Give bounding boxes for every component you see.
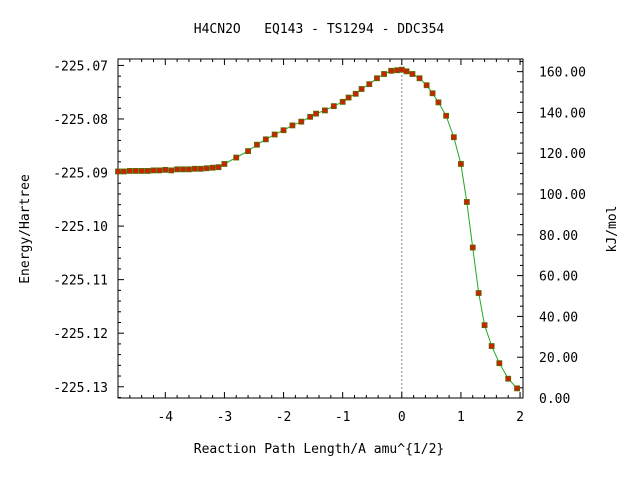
data-point bbox=[289, 122, 296, 129]
y2-axis-label: kJ/mol bbox=[605, 206, 620, 253]
data-point bbox=[463, 199, 470, 205]
y-axis-label: Energy/Hartree bbox=[18, 174, 33, 284]
x-tick-label: -1 bbox=[335, 410, 351, 425]
data-point bbox=[481, 322, 488, 329]
data-point bbox=[423, 82, 430, 89]
y2-tick-label: 60.00 bbox=[539, 270, 578, 285]
data-point bbox=[409, 71, 416, 77]
chart-title: H4CN2O EQ143 - TS1294 - DDC354 bbox=[194, 22, 445, 37]
data-point bbox=[254, 141, 260, 148]
data-point bbox=[144, 168, 151, 174]
data-point bbox=[514, 385, 520, 392]
data-point bbox=[203, 165, 210, 172]
x-tick-label: 0 bbox=[398, 410, 406, 425]
data-point bbox=[307, 113, 314, 120]
data-point bbox=[469, 244, 476, 251]
data-point bbox=[443, 112, 450, 119]
data-point bbox=[215, 164, 222, 171]
data-point bbox=[156, 167, 163, 174]
data-point bbox=[233, 154, 240, 161]
data-point bbox=[174, 166, 181, 173]
data-point bbox=[191, 165, 198, 172]
data-point bbox=[180, 166, 186, 173]
data-point bbox=[345, 94, 352, 101]
y2-tick-label: 0.00 bbox=[539, 392, 570, 407]
y2-tick-label: 120.00 bbox=[539, 147, 586, 162]
data-point bbox=[458, 161, 464, 167]
y2-tick-label: 80.00 bbox=[539, 229, 578, 244]
y-tick-label: -225.08 bbox=[53, 113, 108, 128]
data-point bbox=[298, 118, 305, 125]
data-point bbox=[209, 164, 216, 171]
data-point bbox=[398, 66, 405, 73]
data-point bbox=[339, 98, 346, 105]
data-point bbox=[126, 168, 133, 174]
data-point bbox=[115, 168, 121, 175]
data-point bbox=[322, 107, 328, 114]
y-tick-label: -225.11 bbox=[53, 274, 108, 289]
y-tick-label: -225.07 bbox=[53, 59, 108, 74]
data-point bbox=[358, 86, 365, 92]
data-point bbox=[435, 99, 442, 106]
data-point bbox=[330, 103, 337, 110]
x-tick-label: 2 bbox=[516, 410, 524, 425]
data-point bbox=[186, 166, 192, 173]
x-tick-label: 1 bbox=[457, 410, 465, 425]
data-point bbox=[352, 90, 359, 97]
data-point bbox=[403, 68, 410, 75]
data-point bbox=[271, 131, 278, 138]
y2-tick-label: 100.00 bbox=[539, 188, 586, 203]
data-point bbox=[450, 134, 457, 141]
x-tick-label: -2 bbox=[276, 410, 292, 425]
data-point bbox=[488, 343, 495, 349]
y2-tick-label: 140.00 bbox=[539, 106, 586, 121]
data-point bbox=[280, 127, 287, 134]
data-point bbox=[429, 90, 436, 97]
x-tick-label: -3 bbox=[217, 410, 233, 425]
data-point bbox=[374, 75, 380, 82]
data-point bbox=[121, 168, 127, 175]
x-axis-label: Reaction Path Length/A amu^{1/2} bbox=[194, 442, 444, 457]
y2-tick-label: 160.00 bbox=[539, 66, 586, 81]
data-point bbox=[366, 81, 373, 88]
data-point bbox=[168, 167, 175, 174]
data-point bbox=[313, 110, 319, 117]
data-point bbox=[505, 375, 512, 382]
y-tick-label: -225.10 bbox=[53, 220, 108, 235]
y-tick-label: -225.13 bbox=[53, 381, 108, 396]
series-line bbox=[118, 69, 518, 389]
data-point bbox=[381, 71, 387, 77]
plot-frame bbox=[117, 58, 524, 399]
data-point bbox=[221, 161, 228, 167]
data-point bbox=[388, 67, 395, 74]
y-tick-label: -225.12 bbox=[53, 327, 108, 342]
y2-tick-label: 40.00 bbox=[539, 310, 578, 325]
data-point bbox=[138, 168, 145, 174]
data-point bbox=[245, 148, 251, 155]
y-tick-label: -225.09 bbox=[53, 167, 108, 182]
data-point bbox=[394, 67, 400, 74]
data-point bbox=[262, 136, 269, 143]
data-point bbox=[197, 165, 204, 172]
data-point bbox=[150, 167, 157, 174]
data-point bbox=[475, 290, 482, 296]
x-tick-label: -4 bbox=[157, 410, 173, 425]
y2-tick-label: 20.00 bbox=[539, 351, 578, 366]
data-point bbox=[132, 168, 139, 174]
data-point bbox=[416, 75, 423, 82]
data-point bbox=[496, 360, 503, 367]
chart-layer: -4 -3 -2 -1 0 1 2 -225.07 -225.08 -225.09 -225.10 -… bbox=[53, 58, 586, 425]
data-point bbox=[162, 166, 169, 173]
